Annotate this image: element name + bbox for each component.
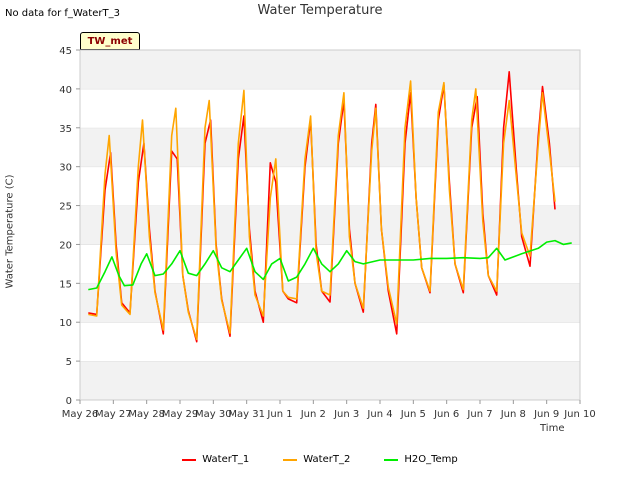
legend-swatch-watert1 bbox=[182, 458, 197, 461]
x-tick-label: Jun 1 bbox=[266, 409, 292, 420]
legend-swatch-watert2 bbox=[283, 458, 298, 461]
legend: WaterT_1 WaterT_2 H2O_Temp bbox=[0, 454, 640, 465]
legend-item-h2o-temp: H2O_Temp bbox=[384, 454, 458, 465]
x-tick-label: May 27 bbox=[95, 409, 132, 420]
grid-band bbox=[80, 322, 580, 362]
y-tick-label: 0 bbox=[66, 396, 72, 407]
series-line-h2o-temp bbox=[88, 239, 572, 291]
y-tick-label: 45 bbox=[59, 46, 72, 57]
x-tick-label: Jun 7 bbox=[466, 409, 492, 420]
grid-band bbox=[80, 244, 580, 284]
x-tick-label: Jun 8 bbox=[500, 409, 526, 420]
legend-label-watert1: WaterT_1 bbox=[202, 454, 250, 465]
grid-band bbox=[80, 166, 580, 206]
y-tick-label: 5 bbox=[66, 357, 72, 368]
legend-item-watert2: WaterT_2 bbox=[283, 454, 350, 465]
x-tick-label: Jun 2 bbox=[300, 409, 326, 420]
chart-title: Water Temperature bbox=[257, 3, 383, 18]
y-tick-label: 40 bbox=[59, 85, 72, 96]
x-tick-label: May 29 bbox=[162, 409, 199, 420]
series-line-watert-2 bbox=[88, 80, 556, 341]
grid-band bbox=[80, 361, 580, 400]
x-tick-label: Jun 10 bbox=[563, 409, 596, 420]
x-tick-label: Jun 5 bbox=[400, 409, 426, 420]
x-tick-label: May 28 bbox=[128, 409, 165, 420]
y-tick-label: 20 bbox=[59, 240, 72, 251]
x-tick-label: Jun 3 bbox=[333, 409, 359, 420]
legend-item-watert1: WaterT_1 bbox=[182, 454, 249, 465]
legend-label-h2o-temp: H2O_Temp bbox=[404, 454, 458, 465]
legend-swatch-h2o-temp bbox=[384, 458, 399, 461]
x-axis-label: Time bbox=[540, 423, 565, 434]
series-lines bbox=[88, 71, 572, 343]
y-axis-ticks: 0 5 10 15 20 25 30 35 40 45 bbox=[59, 46, 80, 407]
grid-band bbox=[80, 50, 580, 89]
no-data-note: No data for f_WaterT_3 bbox=[5, 8, 120, 19]
grid-bands bbox=[80, 49, 580, 400]
grid-band bbox=[80, 88, 580, 128]
legend-label-watert2: WaterT_2 bbox=[303, 454, 351, 465]
x-tick-label: May 30 bbox=[195, 409, 232, 420]
x-tick-label: Jun 9 bbox=[533, 409, 559, 420]
y-tick-label: 35 bbox=[59, 124, 72, 135]
x-tick-label: May 31 bbox=[228, 409, 265, 420]
y-tick-label: 15 bbox=[59, 279, 72, 290]
y-tick-label: 10 bbox=[59, 318, 72, 329]
y-tick-label: 25 bbox=[59, 202, 72, 213]
grid-band bbox=[80, 127, 580, 167]
x-tick-label: Jun 6 bbox=[433, 409, 459, 420]
grid-band bbox=[80, 205, 580, 245]
plot-frame bbox=[79, 49, 581, 401]
x-tick-label: May 26 bbox=[62, 409, 99, 420]
x-tick-label: Jun 4 bbox=[366, 409, 392, 420]
y-tick-label: 30 bbox=[59, 163, 72, 174]
